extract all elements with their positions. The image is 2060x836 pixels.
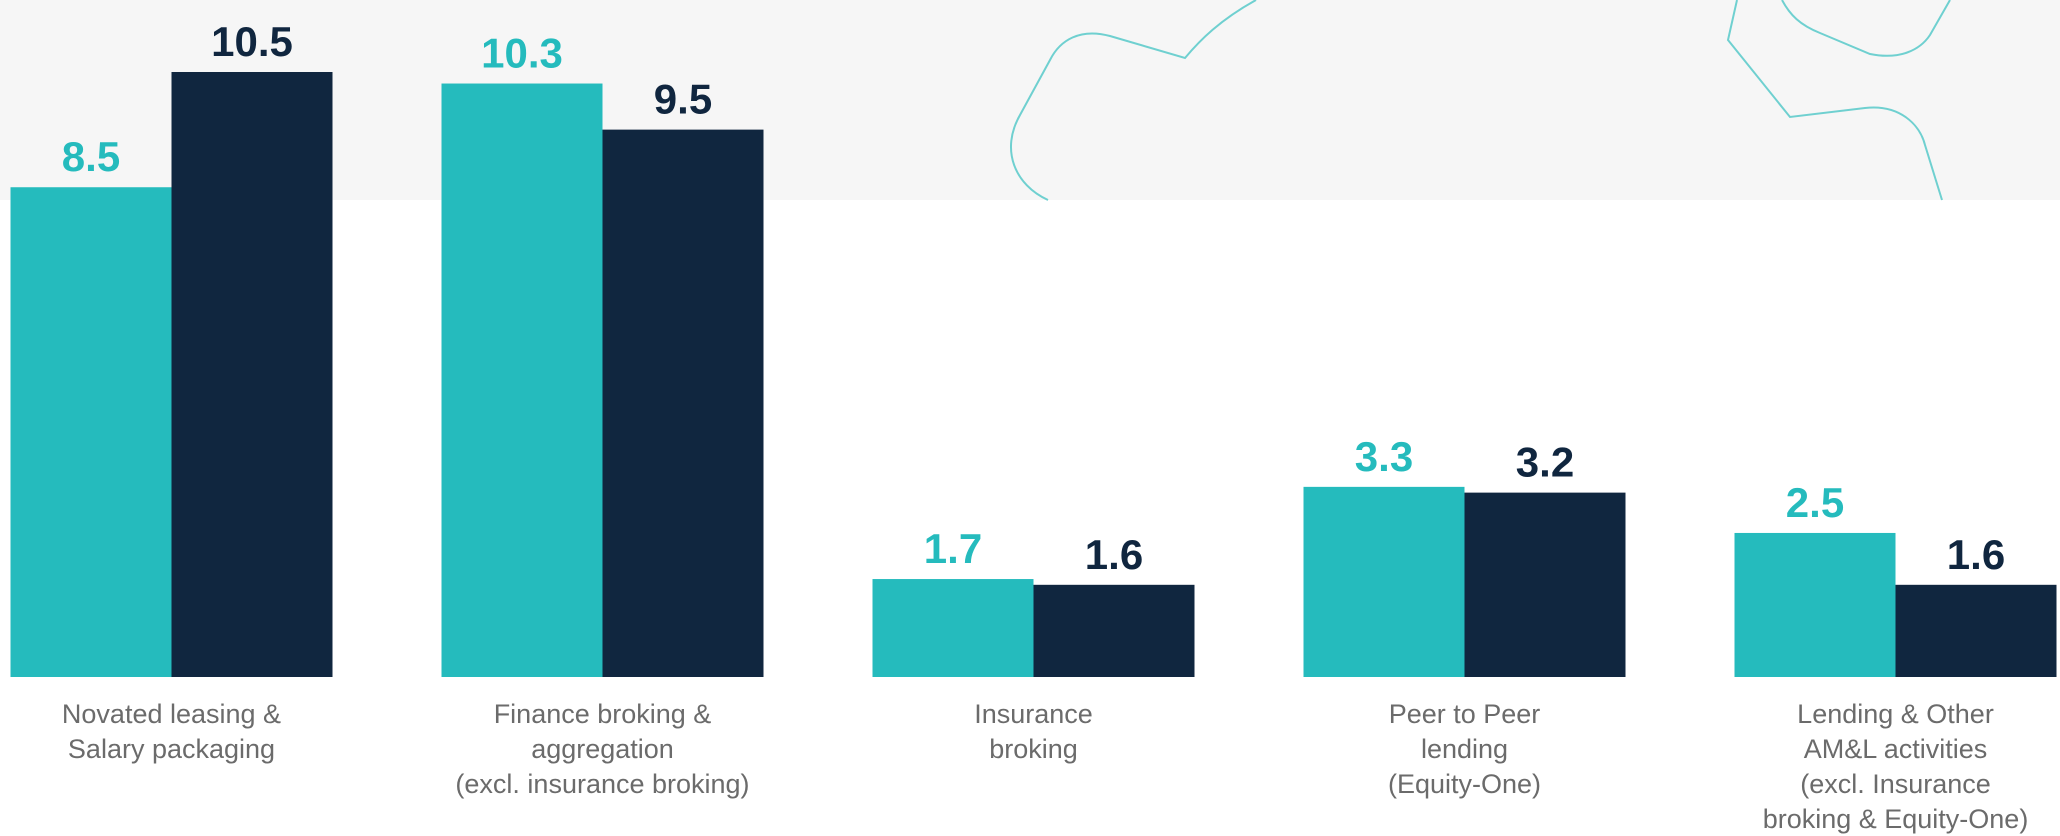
value-label: 2.5 (1786, 479, 1844, 526)
x-tick-label: (Equity-One) (1388, 769, 1541, 799)
background-band (0, 0, 2060, 200)
bar (10, 187, 172, 677)
value-label: 1.6 (1085, 531, 1143, 578)
x-tick-label: broking (989, 734, 1078, 764)
bar (872, 579, 1034, 677)
x-tick-label: lending (1421, 734, 1508, 764)
bar (1895, 584, 2057, 677)
bar (1734, 532, 1896, 677)
x-tick-label: Insurance (974, 699, 1093, 729)
x-tick-label: Lending & Other (1797, 699, 1994, 729)
bar (1464, 492, 1626, 677)
bar (1303, 486, 1465, 677)
value-label: 10.3 (481, 30, 563, 77)
value-label: 1.6 (1947, 531, 2005, 578)
bar (441, 83, 603, 678)
bar (602, 129, 764, 678)
x-tick-label: Salary packaging (68, 734, 275, 764)
x-tick-label: (excl. insurance broking) (455, 769, 749, 799)
x-tick-label: (excl. Insurance (1800, 769, 1991, 799)
x-tick-label: Novated leasing & (62, 699, 281, 729)
value-label: 8.5 (62, 133, 120, 180)
x-tick-label: broking & Equity-One) (1763, 804, 2029, 834)
bar (1033, 584, 1195, 677)
bar (171, 72, 333, 677)
x-tick-label: Finance broking & (494, 699, 712, 729)
decoration (1010, 0, 1951, 201)
value-label: 3.2 (1516, 439, 1574, 486)
value-label: 10.5 (211, 18, 293, 65)
x-tick-label: Peer to Peer (1389, 699, 1541, 729)
value-label: 9.5 (654, 76, 712, 123)
value-label: 3.3 (1355, 433, 1413, 480)
value-label: 1.7 (924, 525, 982, 572)
x-tick-label: aggregation (531, 734, 674, 764)
x-tick-label: AM&L activities (1804, 734, 1988, 764)
